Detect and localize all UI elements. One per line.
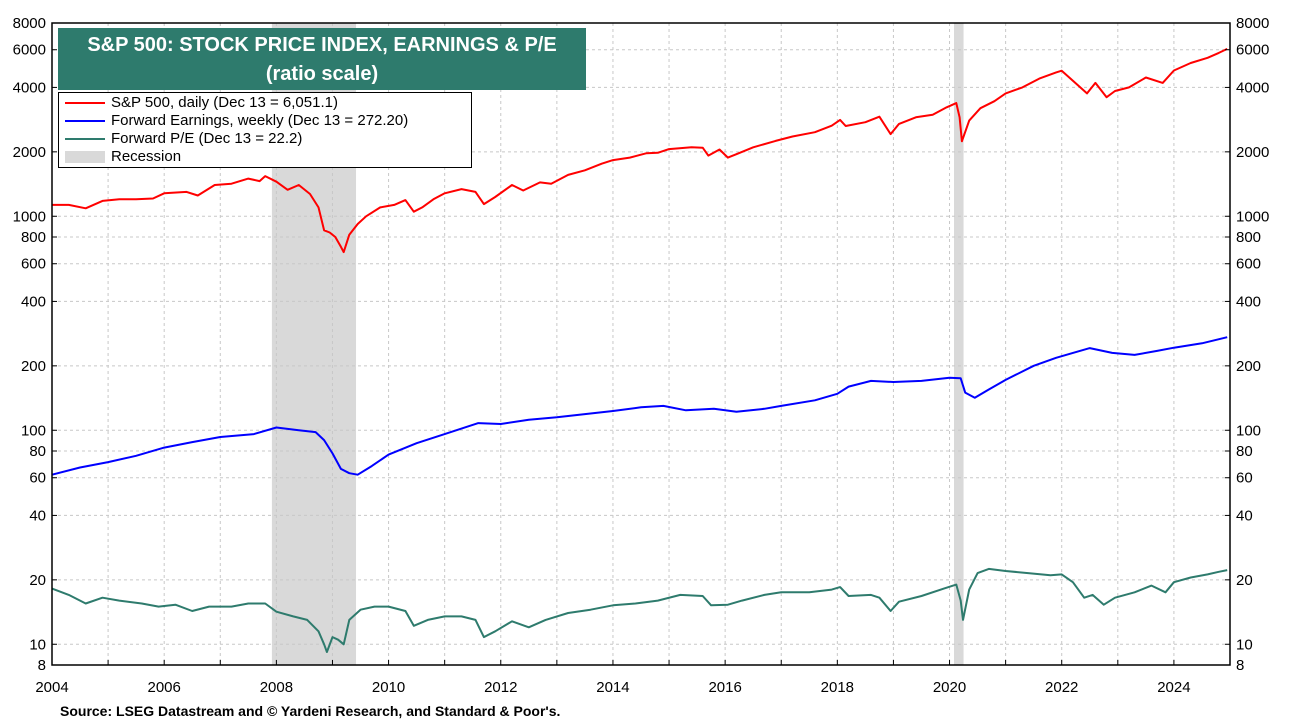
y-tick-label-right: 2000 bbox=[1236, 144, 1269, 161]
y-tick-label-left: 6000 bbox=[13, 42, 46, 59]
y-tick-label-left: 800 bbox=[21, 229, 46, 246]
y-tick-label-right: 100 bbox=[1236, 422, 1261, 439]
legend-label-forward-pe: Forward P/E (Dec 13 = 22.2) bbox=[111, 130, 303, 147]
y-tick-label-left: 400 bbox=[21, 293, 46, 310]
legend-label-forward-earnings: Forward Earnings, weekly (Dec 13 = 272.2… bbox=[111, 112, 409, 129]
x-tick-label: 2022 bbox=[1045, 679, 1078, 696]
series-line-sp500 bbox=[52, 47, 1228, 254]
y-tick-label-right: 20 bbox=[1236, 572, 1253, 589]
y-tick-label-right: 8000 bbox=[1236, 15, 1269, 32]
y-tick-label-right: 60 bbox=[1236, 470, 1253, 487]
y-tick-label-left: 8000 bbox=[13, 15, 46, 32]
y-tick-label-right: 600 bbox=[1236, 256, 1261, 273]
y-tick-label-right: 40 bbox=[1236, 507, 1253, 524]
chart-title: S&P 500: STOCK PRICE INDEX, EARNINGS & P… bbox=[87, 34, 557, 56]
x-tick-label: 2020 bbox=[933, 679, 966, 696]
source-note: Source: LSEG Datastream and © Yardeni Re… bbox=[60, 703, 561, 719]
legend-swatch-forward-pe bbox=[65, 138, 105, 140]
y-tick-label-left: 100 bbox=[21, 422, 46, 439]
y-tick-label-left: 200 bbox=[21, 358, 46, 375]
y-tick-label-left: 2000 bbox=[13, 144, 46, 161]
series-lines bbox=[51, 47, 1228, 653]
y-tick-label-left: 8 bbox=[38, 657, 46, 674]
y-tick-label-right: 400 bbox=[1236, 293, 1261, 310]
y-tick-label-left: 20 bbox=[29, 572, 46, 589]
legend-swatch-sp500 bbox=[65, 102, 105, 104]
plot-frame bbox=[51, 22, 1231, 666]
y-tick-label-right: 800 bbox=[1236, 229, 1261, 246]
y-tick-label-right: 6000 bbox=[1236, 42, 1269, 59]
y-tick-label-right: 4000 bbox=[1236, 79, 1269, 96]
x-tick-label: 2004 bbox=[35, 679, 68, 696]
y-tick-label-left: 1000 bbox=[13, 208, 46, 225]
legend-swatch-forward-earnings bbox=[65, 120, 105, 122]
x-tick-label: 2016 bbox=[708, 679, 741, 696]
x-tick-label: 2012 bbox=[484, 679, 517, 696]
legend: S&P 500, daily (Dec 13 = 6,051.1) Forwar… bbox=[58, 92, 472, 168]
x-tick-label: 2008 bbox=[260, 679, 293, 696]
y-tick-label-left: 4000 bbox=[13, 79, 46, 96]
x-tick-label: 2014 bbox=[596, 679, 629, 696]
series-line-forward-pe bbox=[51, 567, 1228, 653]
y-tick-label-left: 40 bbox=[29, 507, 46, 524]
y-tick-label-right: 10 bbox=[1236, 636, 1253, 653]
recession-band-1 bbox=[954, 23, 964, 665]
y-tick-label-right: 8 bbox=[1236, 657, 1244, 674]
y-tick-label-right: 80 bbox=[1236, 443, 1253, 460]
y-tick-label-left: 600 bbox=[21, 256, 46, 273]
y-tick-label-left: 10 bbox=[29, 636, 46, 653]
grid-lines bbox=[52, 23, 1230, 665]
y-tick-label-left: 60 bbox=[29, 470, 46, 487]
x-tick-label: 2006 bbox=[148, 679, 181, 696]
legend-swatch-recession bbox=[65, 151, 105, 163]
x-tick-label: 2024 bbox=[1157, 679, 1190, 696]
chart-title-box: S&P 500: STOCK PRICE INDEX, EARNINGS & P… bbox=[58, 28, 586, 90]
y-tick-label-right: 1000 bbox=[1236, 208, 1269, 225]
legend-label-sp500: S&P 500, daily (Dec 13 = 6,051.1) bbox=[111, 94, 338, 111]
x-tick-label: 2010 bbox=[372, 679, 405, 696]
y-tick-label-left: 80 bbox=[29, 443, 46, 460]
chart-subtitle: (ratio scale) bbox=[265, 63, 379, 85]
y-tick-label-right: 200 bbox=[1236, 358, 1261, 375]
legend-label-recession: Recession bbox=[111, 148, 182, 165]
x-tick-label: 2018 bbox=[821, 679, 854, 696]
series-line-forward-earnings bbox=[51, 336, 1228, 476]
